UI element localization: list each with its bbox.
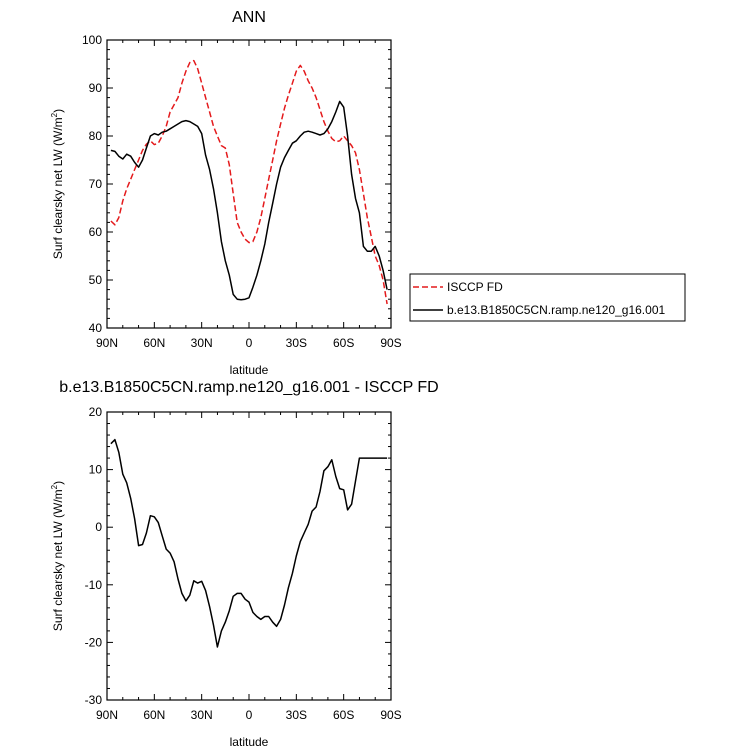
bottom-xtick-label: 30S — [286, 708, 307, 722]
top-series-line-1 — [110, 59, 388, 305]
bottom-xtick-label: 0 — [246, 708, 253, 722]
legend-label-model: b.e13.B1850C5CN.ramp.ne120_g16.001 — [447, 303, 665, 317]
top-ytick-label: 100 — [82, 33, 102, 47]
top-ylabel-main: Surf clearsky net LW (W/m — [51, 117, 65, 259]
bottom-xtick-label: 90N — [96, 708, 118, 722]
top-plot-frame — [106, 39, 392, 329]
bottom-ylabel-main: Surf clearsky net LW (W/m — [51, 489, 65, 631]
top-ylabel: Surf clearsky net LW (W/m2) — [50, 109, 65, 259]
bottom-xlabel: latitude — [230, 735, 269, 749]
bottom-ylabel: Surf clearsky net LW (W/m2) — [50, 481, 65, 631]
bottom-ytick-label: 20 — [89, 405, 103, 419]
top-xlabel: latitude — [230, 363, 269, 377]
bottom-xtick-label: 60S — [333, 708, 354, 722]
bottom-ytick-label: -30 — [85, 693, 103, 707]
top-title: ANN — [232, 9, 266, 26]
top-series-line-2 — [110, 100, 388, 301]
bottom-xtick-label: 90S — [380, 708, 401, 722]
top-plot-area: 90N 60N 30N 0 30S 60S 90S 40 50 60 70 80 90 100 — [82, 33, 402, 350]
bottom-plot-frame — [106, 411, 392, 701]
top-xtick-label: 90N — [96, 336, 118, 350]
bottom-xtick-label: 30N — [191, 708, 213, 722]
top-ytick-label: 90 — [89, 81, 103, 95]
legend-label-isccp: ISCCP FD — [447, 280, 503, 294]
legend-box — [409, 273, 686, 322]
top-ylabel-close: ) — [51, 109, 65, 113]
top-xtick-label: 30N — [191, 336, 213, 350]
top-panel: ANN 90N 60N 30N 0 30S 60S 90S 40 50 60 70 80 90 100 l… — [50, 9, 686, 377]
legend: ISCCP FD b.e13.B1850C5CN.ramp.ne120_g16.… — [409, 273, 686, 322]
bottom-xtick-label: 60N — [143, 708, 165, 722]
bottom-ytick-label: -20 — [85, 635, 103, 649]
bottom-ylabel-sup: 2 — [50, 484, 59, 489]
bottom-series-line-1 — [110, 438, 388, 648]
top-xtick-label: 60S — [333, 336, 354, 350]
bottom-ytick-label: 10 — [89, 463, 103, 477]
bottom-plot-area: 90N 60N 30N 0 30S 60S 90S -30 -20 -10 0 10 20 — [85, 405, 402, 722]
top-ylabel-sup: 2 — [50, 112, 59, 117]
top-ytick-label: 60 — [89, 225, 103, 239]
top-ytick-label: 50 — [89, 273, 103, 287]
bottom-ylabel-close: ) — [51, 481, 65, 485]
top-xtick-label: 30S — [286, 336, 307, 350]
bottom-ytick-label: 0 — [95, 520, 102, 534]
bottom-title: b.e13.B1850C5CN.ramp.ne120_g16.001 - ISC… — [59, 379, 438, 396]
top-ytick-label: 40 — [89, 321, 103, 335]
top-ytick-label: 70 — [89, 177, 103, 191]
bottom-ytick-label: -10 — [85, 578, 103, 592]
top-xtick-label: 90S — [380, 336, 401, 350]
bottom-panel: b.e13.B1850C5CN.ramp.ne120_g16.001 - ISC… — [50, 379, 439, 749]
top-xtick-label: 60N — [143, 336, 165, 350]
top-xtick-label: 0 — [246, 336, 253, 350]
top-ytick-label: 80 — [89, 129, 103, 143]
